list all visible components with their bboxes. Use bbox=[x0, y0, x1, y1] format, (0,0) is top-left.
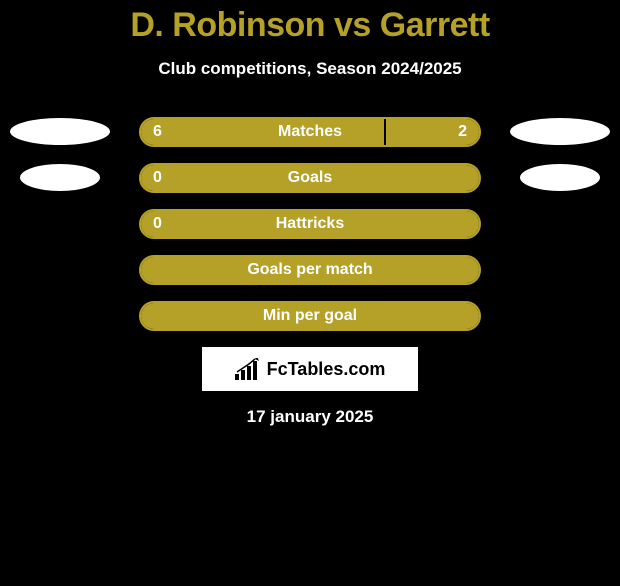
stat-label: Min per goal bbox=[141, 307, 479, 325]
player-left-name: D. Robinson bbox=[130, 6, 325, 44]
stat-value-left: 0 bbox=[153, 169, 162, 187]
stat-value-right: 2 bbox=[458, 123, 467, 141]
stat-label: Matches bbox=[141, 123, 479, 141]
stat-bar: Goals per match bbox=[139, 255, 481, 285]
logo-text: FcTables.com bbox=[267, 359, 386, 380]
player-left-ellipse bbox=[20, 164, 100, 191]
fctables-logo-icon bbox=[235, 358, 261, 380]
player-right-ellipse bbox=[510, 118, 610, 145]
logo-box: FcTables.com bbox=[202, 347, 418, 391]
comparison-date: 17 january 2025 bbox=[0, 407, 620, 427]
stat-row: Hattricks0 bbox=[0, 209, 620, 239]
stat-bar: Hattricks0 bbox=[139, 209, 481, 239]
stat-value-left: 6 bbox=[153, 123, 162, 141]
comparison-container: D. Robinson vs Garrett Club competitions… bbox=[0, 6, 620, 427]
stat-row: Matches6 2 bbox=[0, 117, 620, 147]
stat-bar: Goals0 bbox=[139, 163, 481, 193]
page-title: D. Robinson vs Garrett bbox=[0, 6, 620, 45]
player-left-ellipse bbox=[10, 118, 110, 145]
stat-row: Goals per match bbox=[0, 255, 620, 285]
stat-bar: Min per goal bbox=[139, 301, 481, 331]
stat-row: Min per goal bbox=[0, 301, 620, 331]
stat-bar: Matches6 2 bbox=[139, 117, 481, 147]
stats-area: Matches62Goals0Hattricks0Goals per match… bbox=[0, 117, 620, 331]
stat-row: Goals0 bbox=[0, 163, 620, 193]
stat-label: Goals bbox=[141, 169, 479, 187]
player-right-name: Garrett bbox=[380, 6, 490, 44]
player-right-ellipse bbox=[520, 164, 600, 191]
stat-label: Goals per match bbox=[141, 261, 479, 279]
stat-value-left: 0 bbox=[153, 215, 162, 233]
subtitle: Club competitions, Season 2024/2025 bbox=[0, 59, 620, 79]
vs-text: vs bbox=[334, 6, 371, 44]
stat-label: Hattricks bbox=[141, 215, 479, 233]
